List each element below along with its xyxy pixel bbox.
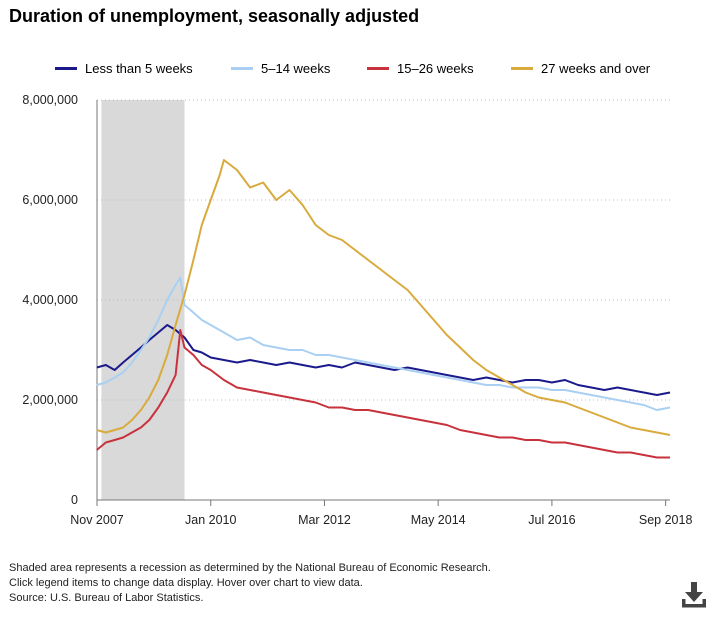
legend-swatch (367, 66, 389, 70)
y-tick-label: 0 (71, 493, 78, 507)
download-button[interactable] (679, 580, 709, 610)
x-tick-label: Mar 2012 (298, 513, 351, 527)
legend-item-5-14-weeks[interactable]: 5–14 weeks (231, 58, 330, 78)
footnote-recession: Shaded area represents a recession as de… (9, 562, 491, 574)
x-tick-label: Jul 2016 (528, 513, 575, 527)
y-tick-label: 8,000,000 (22, 93, 78, 107)
download-icon (682, 582, 706, 608)
legend-item-27-weeks-and-over[interactable]: 27 weeks and over (511, 58, 650, 78)
footnote-instructions: Click legend items to change data displa… (9, 577, 363, 589)
legend-label: Less than 5 weeks (85, 60, 193, 76)
legend-item-less-than-5-weeks[interactable]: Less than 5 weeks (55, 58, 193, 78)
x-tick-label: Jan 2010 (185, 513, 236, 527)
legend-swatch (231, 66, 253, 70)
series-line-27-weeks-and-over (96, 159, 671, 436)
legend-item-15-26-weeks[interactable]: 15–26 weeks (367, 58, 474, 78)
series-line-15-26-weeks (96, 329, 670, 459)
legend-label: 27 weeks and over (541, 60, 651, 76)
y-tick-label: 4,000,000 (22, 293, 78, 307)
chart-legend: Less than 5 weeks 5–14 weeks 15–26 weeks… (0, 58, 718, 78)
series-line-less-than-5-weeks (96, 324, 671, 396)
x-tick-label: May 2014 (411, 513, 466, 527)
y-tick-label: 6,000,000 (22, 193, 78, 207)
y-tick-label: 2,000,000 (22, 393, 78, 407)
footnote-source: Source: U.S. Bureau of Labor Statistics. (9, 592, 204, 604)
series-line-5-14-weeks (96, 276, 671, 411)
x-tick-label: Sep 2018 (639, 513, 693, 527)
legend-label: 15–26 weeks (397, 60, 474, 76)
chart-title: Duration of unemployment, seasonally adj… (9, 6, 420, 26)
legend-swatch (55, 66, 77, 70)
recession-shading (101, 100, 185, 500)
x-tick-label: Nov 2007 (70, 513, 124, 527)
footnotes: Shaded area represents a recession as de… (9, 561, 491, 606)
legend-label: 5–14 weeks (261, 60, 331, 76)
legend-swatch (511, 66, 533, 70)
